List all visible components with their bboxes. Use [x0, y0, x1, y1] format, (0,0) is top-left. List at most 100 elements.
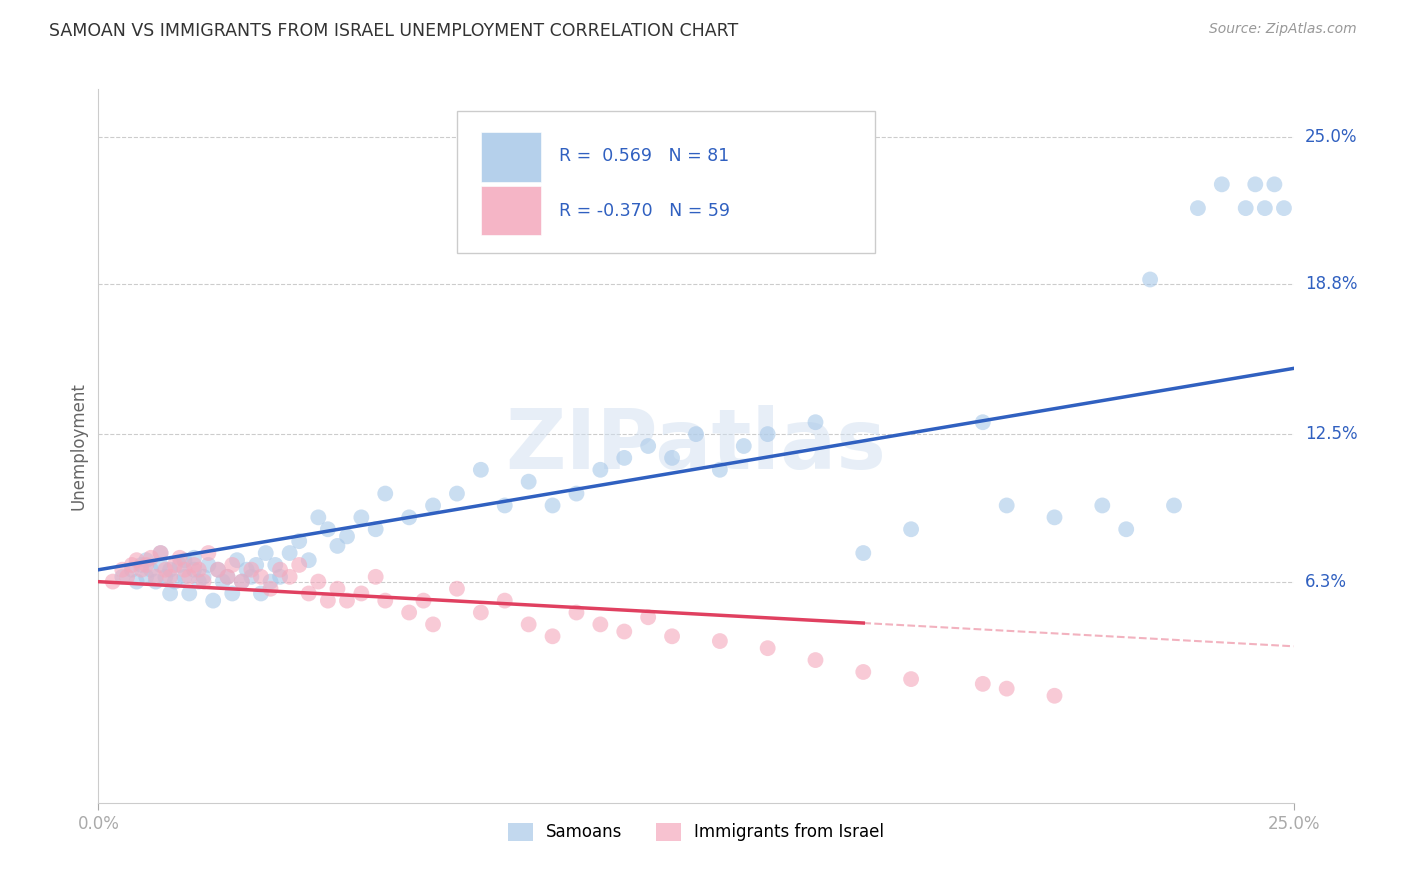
Point [1234, 201, 1257, 215]
Point [541, 629, 564, 643]
Point [217, 570, 239, 584]
Point [756, 427, 779, 442]
Text: SAMOAN VS IMMIGRANTS FROM ISRAEL UNEMPLOYMENT CORRELATION CHART: SAMOAN VS IMMIGRANTS FROM ISRAEL UNEMPLO… [49, 22, 738, 40]
Point [446, 486, 468, 500]
Text: 18.8%: 18.8% [1305, 276, 1357, 293]
Point [269, 563, 291, 577]
Point [1115, 522, 1137, 536]
Point [187, 563, 209, 577]
Point [159, 563, 181, 577]
Point [173, 553, 195, 567]
Point [1254, 201, 1277, 215]
Text: 25.0%: 25.0% [1305, 128, 1357, 145]
Point [398, 606, 420, 620]
Point [446, 582, 468, 596]
Point [589, 463, 612, 477]
Point [589, 617, 612, 632]
Point [422, 499, 444, 513]
Point [326, 539, 349, 553]
Point [637, 610, 659, 624]
Point [135, 570, 157, 584]
Point [494, 499, 516, 513]
Point [197, 546, 219, 560]
Point [145, 570, 167, 584]
Point [159, 570, 181, 584]
Point [1043, 510, 1066, 524]
Point [183, 563, 205, 577]
Point [541, 499, 564, 513]
Point [226, 553, 249, 567]
Point [398, 510, 420, 524]
Point [470, 463, 492, 477]
Point [131, 563, 153, 577]
Point [613, 624, 636, 639]
Point [250, 586, 273, 600]
Point [264, 558, 287, 572]
FancyBboxPatch shape [457, 111, 876, 253]
Point [307, 510, 329, 524]
Point [149, 546, 172, 560]
Point [183, 558, 205, 572]
Point [111, 570, 134, 584]
Point [900, 672, 922, 686]
Point [517, 617, 540, 632]
Point [1091, 499, 1114, 513]
Point [613, 450, 636, 465]
Point [125, 574, 148, 589]
Point [155, 563, 177, 577]
Point [350, 586, 373, 600]
Point [259, 574, 281, 589]
Point [900, 522, 922, 536]
Point [240, 570, 263, 584]
Point [1139, 272, 1161, 286]
Point [202, 593, 225, 607]
Point [972, 677, 994, 691]
Point [661, 450, 683, 465]
Point [852, 665, 875, 679]
Point [245, 558, 267, 572]
Point [709, 634, 731, 648]
Point [661, 629, 683, 643]
Point [1187, 201, 1209, 215]
Point [1043, 689, 1066, 703]
Point [139, 550, 162, 565]
Point [221, 586, 243, 600]
Point [350, 510, 373, 524]
Point [278, 546, 301, 560]
Point [1272, 201, 1295, 215]
Point [288, 558, 311, 572]
Point [145, 574, 167, 589]
Point [1263, 178, 1285, 192]
Point [565, 486, 588, 500]
Y-axis label: Unemployment: Unemployment [69, 382, 87, 510]
Point [254, 546, 277, 560]
Point [494, 593, 516, 607]
Point [139, 563, 162, 577]
Point [374, 486, 396, 500]
Point [637, 439, 659, 453]
Point [173, 570, 195, 584]
Point [298, 553, 321, 567]
Point [422, 617, 444, 632]
Point [364, 522, 387, 536]
Point [125, 553, 148, 567]
Point [207, 563, 229, 577]
Point [412, 593, 434, 607]
Point [135, 553, 157, 567]
Point [111, 563, 134, 577]
Point [336, 529, 359, 543]
Point [193, 574, 215, 589]
Point [804, 653, 827, 667]
Point [217, 570, 239, 584]
Point [169, 558, 191, 572]
Point [565, 606, 588, 620]
Point [149, 546, 172, 560]
Point [307, 574, 329, 589]
Point [101, 574, 124, 589]
Point [995, 499, 1018, 513]
Point [115, 570, 138, 584]
Point [709, 463, 731, 477]
Text: 6.3%: 6.3% [1305, 573, 1347, 591]
Legend: Samoans, Immigrants from Israel: Samoans, Immigrants from Israel [501, 816, 891, 848]
Point [121, 563, 143, 577]
